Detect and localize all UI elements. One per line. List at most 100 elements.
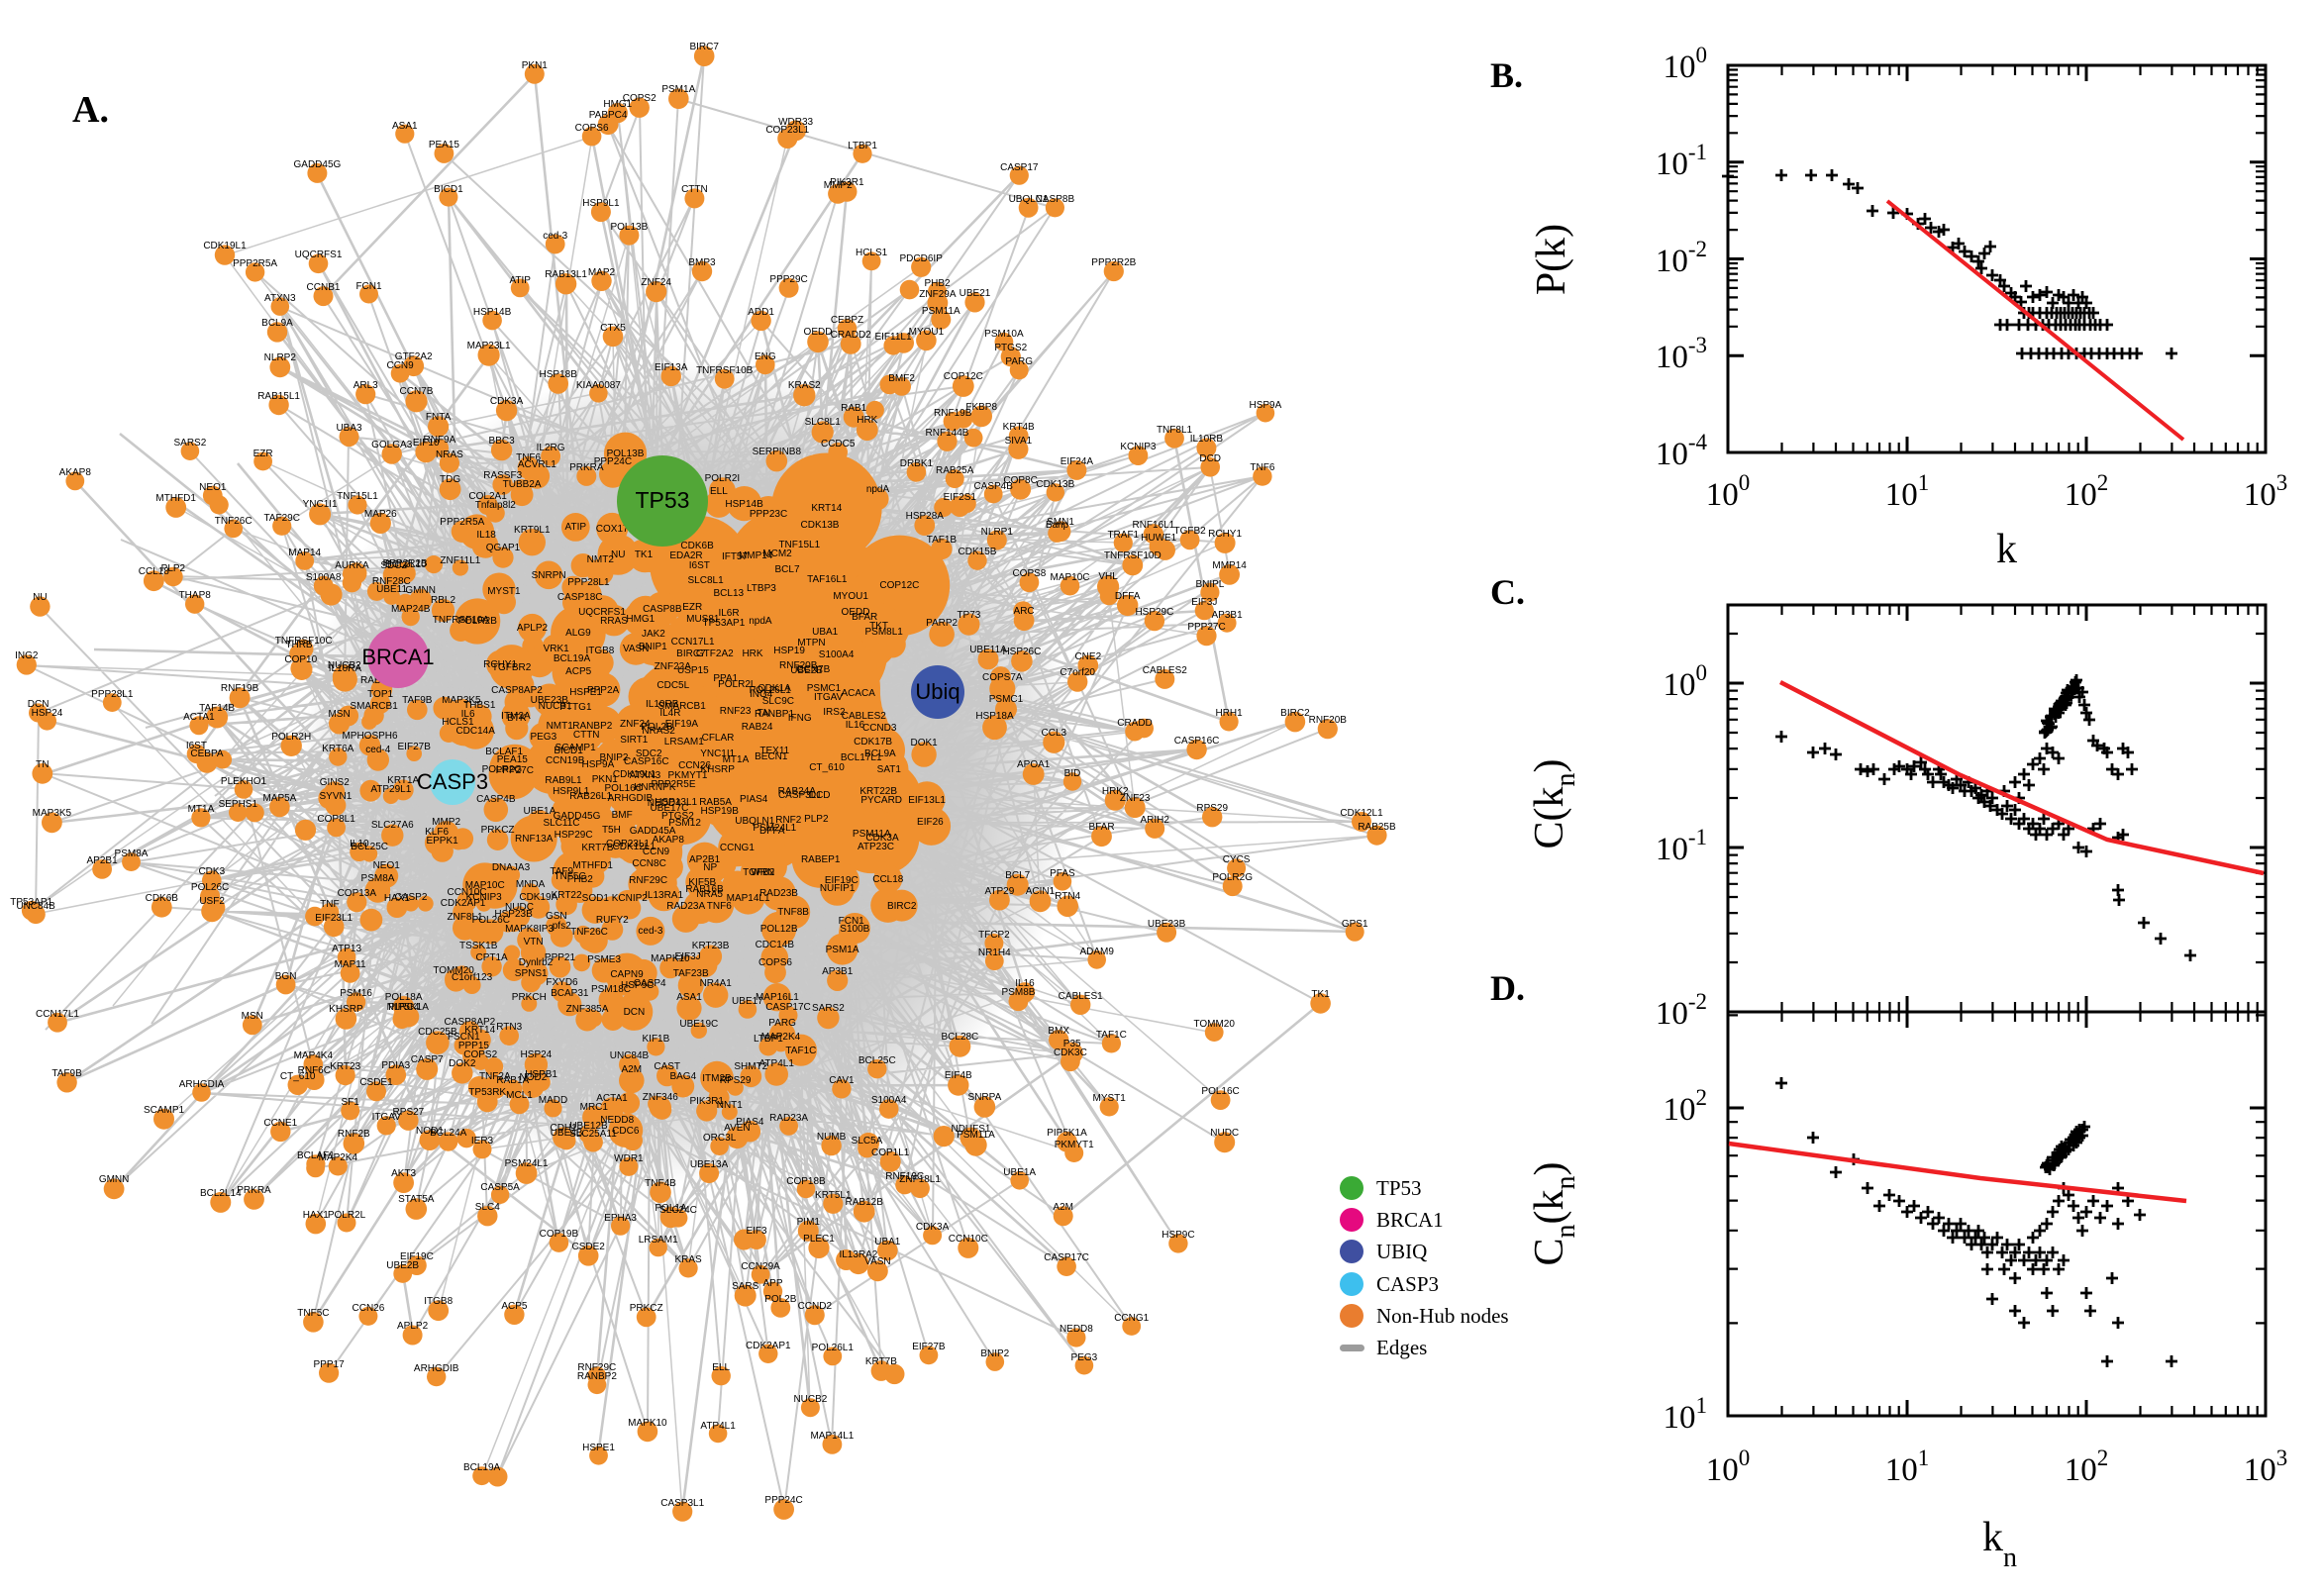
svg-text:RBL2: RBL2 [431,595,455,606]
svg-text:KRAS2: KRAS2 [788,380,821,391]
svg-text:UBE13A: UBE13A [690,1159,729,1170]
svg-text:KRT7B: KRT7B [581,843,613,853]
svg-text:TOP1: TOP1 [367,689,393,700]
svg-text:HRH1: HRH1 [1215,708,1243,719]
svg-text:SCAMP1: SCAMP1 [144,1105,185,1116]
svg-text:ELL: ELL [710,486,728,497]
svg-text:ACTA1: ACTA1 [183,712,215,723]
svg-text:RAB24A: RAB24A [778,786,817,797]
svg-text:PSM16: PSM16 [340,988,372,999]
svg-text:SDC2: SDC2 [636,748,662,759]
svg-text:ced-3: ced-3 [638,926,662,937]
svg-text:TNFRSF10C: TNFRSF10C [275,636,333,647]
svg-text:EIF13A: EIF13A [655,362,688,373]
svg-text:CDK1A: CDK1A [758,683,791,694]
svg-text:PRKRA: PRKRA [237,1185,271,1196]
svg-text:k: k [1996,527,2017,572]
svg-text:CT_610: CT_610 [280,1071,316,1082]
svg-text:ALG9: ALG9 [565,628,591,639]
svg-text:CCN7B: CCN7B [796,664,830,675]
svg-text:CDC14A: CDC14A [455,726,495,737]
svg-text:SLC9C: SLC9C [762,696,794,707]
svg-text:TNF6: TNF6 [516,452,541,463]
svg-text:SEPHS1: SEPHS1 [219,799,258,810]
svg-text:THRB: THRB [285,640,313,650]
svg-text:PSM8A: PSM8A [115,848,149,859]
svg-text:PLEC1: PLEC1 [803,1234,835,1245]
svg-text:COP8L1: COP8L1 [317,814,355,825]
svg-text:IL10RB: IL10RB [646,699,679,710]
svg-text:RANBP2: RANBP2 [572,721,612,732]
svg-text:COP8C: COP8C [1003,475,1037,486]
svg-text:YNC1I1: YNC1I1 [303,499,338,510]
svg-text:PTGS2: PTGS2 [661,811,694,822]
svg-text:TGFB2: TGFB2 [743,867,775,878]
svg-text:CT_610: CT_610 [809,762,845,773]
svg-text:CDC5L: CDC5L [656,680,689,691]
svg-text:VRK1: VRK1 [544,644,570,654]
svg-text:ACVRL1: ACVRL1 [518,459,556,470]
svg-text:MAP10C: MAP10C [1050,572,1089,583]
svg-text:MUS81: MUS81 [686,614,720,625]
svg-text:ACIN1: ACIN1 [1026,886,1056,897]
svg-text:TP53: TP53 [1376,1176,1422,1200]
svg-text:UBE1A: UBE1A [524,806,556,817]
svg-text:CDK13B: CDK13B [1036,479,1074,490]
svg-text:NEO1: NEO1 [373,860,401,871]
svg-text:DCN: DCN [624,1007,646,1018]
svg-text:PSM11A: PSM11A [853,829,891,840]
svg-text:DNAJA3: DNAJA3 [492,862,531,873]
svg-text:PEG3: PEG3 [530,732,556,743]
svg-text:FCN1: FCN1 [839,916,865,927]
svg-text:CASP5A: CASP5A [480,1182,520,1193]
svg-text:P35: P35 [1063,1039,1081,1049]
svg-text:SLC4: SLC4 [475,1202,500,1213]
svg-text:PSME3: PSME3 [587,954,621,965]
svg-text:RAB16B: RAB16B [685,884,724,895]
svg-text:SLC11C: SLC11C [543,818,579,829]
svg-text:MSN: MSN [242,1011,263,1022]
svg-text:PIK3R1: PIK3R1 [689,1096,724,1107]
svg-text:CASP3: CASP3 [417,769,488,794]
svg-text:PPP15: PPP15 [458,1041,490,1051]
svg-text:CPT1A: CPT1A [475,952,508,963]
svg-text:RNF23: RNF23 [720,706,752,717]
svg-text:UBIQ: UBIQ [1376,1240,1427,1263]
svg-text:MAP24B: MAP24B [391,604,431,615]
svg-text:HRK: HRK [857,415,877,426]
svg-text:SNRPN: SNRPN [532,570,566,581]
svg-text:NEDD8: NEDD8 [1060,1324,1093,1335]
svg-text:HAX1: HAX1 [384,893,411,904]
svg-text:TNFRSF10A: TNFRSF10A [433,615,490,626]
svg-text:SOD1: SOD1 [582,893,610,904]
svg-text:CTX5: CTX5 [600,323,626,334]
svg-text:MAP16L1: MAP16L1 [756,992,799,1003]
svg-text:BIRC2: BIRC2 [887,901,917,912]
svg-text:TNF5C: TNF5C [554,871,585,882]
svg-text:WDR33: WDR33 [778,117,813,128]
svg-text:CDK19A: CDK19A [519,892,557,903]
svg-text:ACTA1: ACTA1 [596,1093,628,1104]
svg-text:RNF20B: RNF20B [779,660,818,671]
svg-text:NUFIP1: NUFIP1 [820,883,856,894]
svg-text:HNRNPK: HNRNPK [634,782,676,793]
svg-text:ITGB8: ITGB8 [424,1296,453,1307]
svg-text:TP53RK: TP53RK [468,1087,506,1098]
svg-text:HSP14B: HSP14B [725,499,763,510]
svg-text:HSPB1: HSPB1 [525,1069,557,1080]
svg-text:RAB9L1: RAB9L1 [545,775,582,786]
svg-text:HSP9L1: HSP9L1 [582,198,620,209]
svg-text:POL13B: POL13B [607,449,645,459]
svg-text:CDK13B: CDK13B [801,520,840,531]
svg-text:BFAR: BFAR [1088,822,1114,833]
svg-text:POL18A: POL18A [385,992,423,1003]
svg-text:MAP2K4: MAP2K4 [761,1032,801,1043]
svg-text:TNF26C: TNF26C [570,927,608,938]
svg-text:PKMYT1: PKMYT1 [667,770,707,781]
svg-text:HMG1: HMG1 [603,99,632,110]
svg-text:CASP17C: CASP17C [1044,1252,1089,1263]
svg-text:IL10RA: IL10RA [329,663,362,674]
svg-text:TNF15L1: TNF15L1 [337,491,378,502]
svg-text:COP13A: COP13A [338,888,377,899]
svg-text:A.: A. [72,89,109,131]
